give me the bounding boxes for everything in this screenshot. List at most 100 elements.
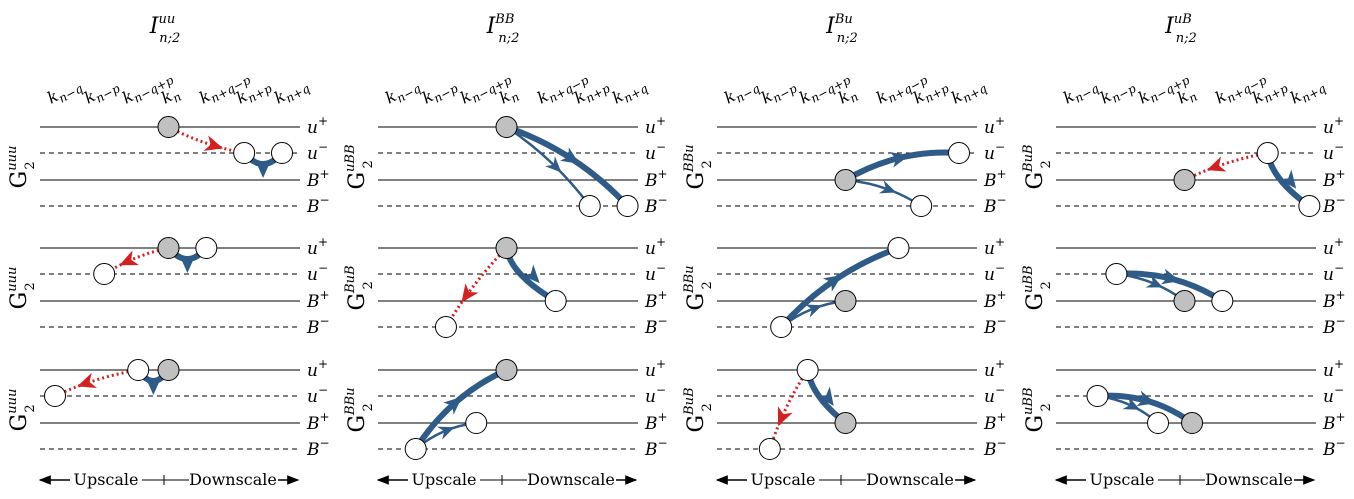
panel-title: IBu n;2 xyxy=(825,12,858,46)
k-label: kn−q xyxy=(382,74,424,110)
arrowhead xyxy=(878,180,897,194)
panel-title: Iuu n;2 xyxy=(149,12,180,46)
thick-arrow xyxy=(412,367,510,452)
row-3: u+u− B+B− GBBu 2 xyxy=(343,357,668,460)
arrowhead xyxy=(1136,390,1156,407)
empty-node xyxy=(1256,142,1279,164)
row-label: GuBB 2 xyxy=(1021,387,1054,432)
arrowhead xyxy=(77,372,97,389)
level-label: u+ xyxy=(984,357,1005,381)
arrowhead xyxy=(119,250,140,266)
empty-node xyxy=(44,385,66,407)
level-label: B+ xyxy=(983,410,1007,434)
filled-node xyxy=(495,359,518,381)
empty-node xyxy=(770,316,793,338)
level-label: u+ xyxy=(1323,114,1344,138)
arrowhead xyxy=(777,406,793,426)
panel-1: Iuu n;2kn−qkn−pkn−q+pkn kn+q−pkn+pkn+qu+u−… xyxy=(5,12,330,489)
empty-node xyxy=(1298,195,1321,217)
level-label: B+ xyxy=(983,167,1007,191)
k-label: kn+q xyxy=(271,74,313,110)
row-label: Guuu 2 xyxy=(5,389,38,432)
arrowhead xyxy=(822,275,843,292)
level-label: B− xyxy=(1322,314,1346,338)
arrowhead xyxy=(255,160,272,178)
empty-node xyxy=(887,237,910,259)
scale-axis: Upscale Downscale xyxy=(1054,470,1316,489)
level-label: B− xyxy=(983,314,1007,338)
downscale-label: Downscale xyxy=(189,470,277,489)
level-label: B+ xyxy=(1322,410,1346,434)
row-3: u+u− B+B− GuBB 2 xyxy=(1021,357,1346,460)
empty-node xyxy=(910,195,933,217)
filled-node xyxy=(1181,412,1204,434)
level-label: u+ xyxy=(984,235,1005,259)
downscale-label: Downscale xyxy=(527,470,615,489)
arrowhead xyxy=(145,377,162,395)
upscale-label: Upscale xyxy=(1089,470,1154,489)
arrowhead xyxy=(437,426,455,440)
filled-node xyxy=(157,359,180,381)
downscale-label: Downscale xyxy=(1205,470,1293,489)
level-label: u− xyxy=(645,261,666,285)
arrowhead xyxy=(1122,396,1140,410)
empty-node xyxy=(948,142,970,164)
filled-node xyxy=(157,116,180,138)
dotted-arrow xyxy=(167,125,245,155)
empty-node xyxy=(1147,412,1170,434)
row-1: u+u− B+B− GBuB 2 xyxy=(1021,114,1346,217)
row-1: u+u− B+B− Guuu 2 xyxy=(5,114,330,217)
level-label: B− xyxy=(306,314,330,338)
level-label: u− xyxy=(307,383,328,407)
row-2: u+u− B+B− GuBB 2 xyxy=(1021,235,1346,338)
dotted-arrow xyxy=(1183,151,1268,182)
empty-node xyxy=(195,237,218,259)
level-label: u− xyxy=(645,140,666,164)
level-label: u+ xyxy=(307,357,328,381)
row-1: u+u− B+B− GuBB 2 xyxy=(343,114,668,217)
level-label: B− xyxy=(644,193,668,217)
level-label: u+ xyxy=(645,357,666,381)
empty-node xyxy=(93,263,116,285)
level-label: B− xyxy=(644,314,668,338)
arrowhead xyxy=(1206,156,1227,172)
k-label: kn−q xyxy=(1060,74,1102,110)
row-label: Guuu 2 xyxy=(5,267,38,310)
level-label: u+ xyxy=(984,114,1005,138)
row-label: GBuB 2 xyxy=(343,265,376,310)
level-label: B+ xyxy=(306,410,330,434)
level-label: u− xyxy=(984,261,1005,285)
arrowhead xyxy=(521,264,540,284)
row-2: u+u− B+B− GBuB 2 xyxy=(343,235,668,338)
row-label: GuBB 2 xyxy=(343,144,376,189)
filled-node xyxy=(834,290,857,312)
arrowhead xyxy=(560,147,580,164)
upscale-label: Upscale xyxy=(411,470,476,489)
row-label: GBBu 2 xyxy=(343,387,376,432)
dotted-arrow xyxy=(54,368,139,398)
level-label: B− xyxy=(983,193,1007,217)
k-label: kn−p xyxy=(758,74,800,110)
level-label: B− xyxy=(1322,193,1346,217)
level-label: u+ xyxy=(645,235,666,259)
scale-axis: Upscale Downscale xyxy=(38,470,300,489)
level-label: u− xyxy=(307,261,328,285)
level-label: B+ xyxy=(644,288,668,312)
empty-node xyxy=(758,438,781,460)
row-label: GuBB 2 xyxy=(1021,265,1054,310)
panel-4: IuB n;2kn−qkn−pkn−q+pkn kn+q−pkn+pkn+qu+u−… xyxy=(1021,12,1346,489)
level-label: B− xyxy=(1322,436,1346,460)
row-1: u+u− B+B− GBBu 2 xyxy=(682,114,1007,217)
downscale-label: Downscale xyxy=(866,470,954,489)
empty-node xyxy=(578,195,601,217)
scale-axis: Upscale Downscale xyxy=(376,470,638,489)
filled-node xyxy=(495,116,518,138)
level-label: u+ xyxy=(307,235,328,259)
k-label: kn−p xyxy=(419,74,461,110)
empty-node xyxy=(1086,385,1109,407)
empty-node xyxy=(404,438,427,460)
level-label: B+ xyxy=(644,167,668,191)
level-label: u+ xyxy=(1323,235,1344,259)
row-3: u+u− B+B− Guuu 2 xyxy=(5,357,330,460)
empty-node xyxy=(127,359,150,381)
